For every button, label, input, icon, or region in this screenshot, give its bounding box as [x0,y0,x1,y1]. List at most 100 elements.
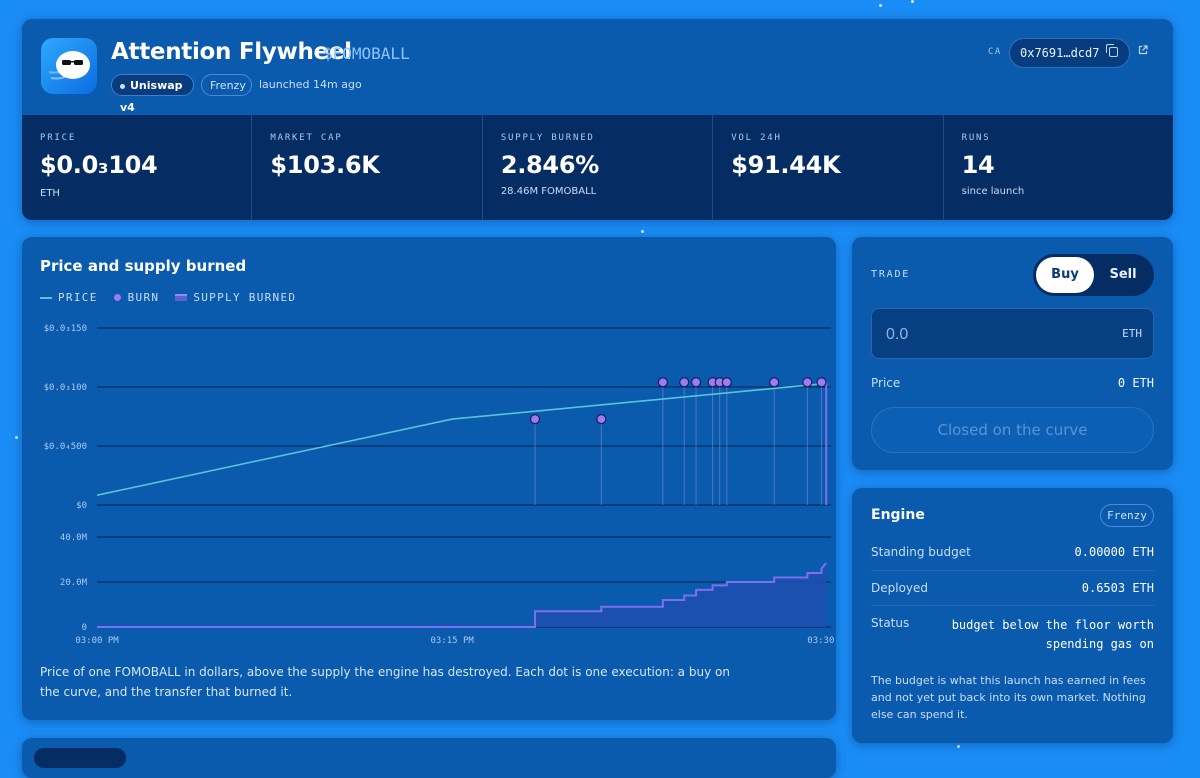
engine-row-value: 0.6503 ETH [1081,581,1154,595]
engine-mode-badge: Frenzy [1100,504,1154,527]
amount-field: ETH [871,308,1154,360]
sell-tab[interactable]: Sell [1109,267,1137,282]
engine-row-label: Standing budget [871,545,971,559]
divider [871,605,1154,606]
stat-label: SUPPLY BURNED [500,133,595,143]
trade-panel: TRADE Buy Sell ETH Price 0 ETH Closed on… [852,237,1173,470]
legend-burn: BURN [113,291,160,304]
y-tick-label: $0 [76,501,87,511]
copy-icon [1106,44,1118,57]
stat-value: $0.0₃104 [40,151,158,179]
stat-sub: ETH [40,188,60,199]
contract-address-label: CA [988,47,1002,57]
legend-price: PRICE [40,291,98,304]
legend-dot-icon [113,294,121,301]
engine-panel: Engine Frenzy Standing budget 0.00000 ET… [852,488,1173,743]
y-tick-label: 0 [82,623,87,633]
background-sparkle [641,230,644,233]
stat-sub: 28.46M FOMOBALL [500,186,597,197]
y-tick-label: 20.0M [60,578,88,588]
status-dot-icon [120,83,125,89]
engine-row-value: budget below the floor worth spending ga… [951,618,1154,651]
engine-note: The budget is what this launch has earne… [871,674,1146,721]
background-sparkle [911,0,914,3]
launched-time: launched 14m ago [259,78,362,91]
supply-burned-line [97,562,828,628]
divider [871,570,1154,571]
burn-dot [690,377,702,388]
amount-input[interactable] [872,309,1108,360]
stat-value: $103.6K [270,151,380,179]
bottom-panel [22,738,836,778]
stats-bar: PRICE $0.0₃104 ETH MARKET CAP $103.6K SU… [22,115,1173,220]
contract-address: 0x7691…dcd7 [1020,46,1100,60]
buy-sell-toggle: Buy Sell [1033,254,1154,296]
stat-label: VOL 24H [731,133,782,143]
stat-price: PRICE $0.0₃104 ETH [22,115,253,220]
bottom-panel-tab[interactable] [34,748,126,768]
background-sparkle [879,4,882,7]
venue-pill-label: Uniswap v4 [120,79,183,114]
burn-dot [721,377,732,388]
chart-caption: Price of one FOMOBALL in dollars, above … [40,665,730,699]
background-sparkle [15,436,18,439]
external-link-icon[interactable] [1138,45,1148,55]
token-ticker: $FOMOBALL [323,44,410,63]
y-tick-label: $0.0₃150 [44,324,87,334]
price-value: 0 ETH [1117,376,1154,390]
chart-title: Price and supply burned [40,257,247,275]
token-title: Attention Flywheel [111,39,352,65]
stat-supply-burned: SUPPLY BURNED 2.846% 28.46M FOMOBALL [483,115,714,220]
burn-dot [529,413,541,425]
buy-tab[interactable]: Buy [1036,257,1094,293]
chart-panel: Price and supply burned PRICE BURN SUPPL… [22,237,836,720]
price-label: Price [871,376,901,390]
burn-dot [769,377,780,388]
legend-bar-icon [175,294,188,301]
engine-row-label: Deployed [871,581,929,595]
trade-label: TRADE [871,269,911,280]
burn-dot [679,377,690,388]
x-tick-label: 03:30 P [807,636,836,646]
venue-pill: Uniswap v4 [111,74,194,114]
burn-dot [596,413,607,425]
background-sparkle [957,745,960,748]
engine-row-value: 0.00000 ETH [1074,545,1154,559]
token-logo [41,38,97,94]
x-tick-label: 03:00 PM [75,636,119,646]
mode-pill: Frenzy [201,74,252,96]
amount-unit: ETH [1122,327,1142,340]
stat-sub: since launch [961,186,1025,197]
stat-value: 2.846% [500,151,599,179]
burn-dot [802,377,813,388]
stat-volume: VOL 24H $91.44K [713,115,944,220]
chart-legend: PRICE BURN SUPPLY BURNED [40,291,296,304]
closed-on-curve-button[interactable]: Closed on the curve [871,407,1154,453]
stat-runs: RUNS 14 since launch [944,115,1173,220]
legend-line-icon [40,296,52,299]
contract-address-copy-button[interactable]: 0x7691…dcd7 [1009,38,1130,68]
stat-value: $91.44K [731,151,841,179]
engine-row-budget: Standing budget 0.00000 ETH [871,545,1154,559]
stat-label: MARKET CAP [270,133,343,143]
stat-value: 14 [961,151,995,179]
stat-label: RUNS [961,133,991,143]
stat-label: PRICE [40,133,77,143]
legend-label: PRICE [58,291,98,304]
supply-burned-area [97,562,827,627]
burn-dot [816,377,827,388]
engine-row-label: Status [871,616,910,630]
y-tick-label: $0.0₃100 [44,383,87,393]
engine-row-deployed: Deployed 0.6503 ETH [871,581,1154,595]
y-tick-label: 40.0M [60,533,88,543]
legend-label: SUPPLY BURNED [193,291,297,304]
x-tick-label: 03:15 PM [430,636,474,646]
burn-dot [657,377,668,388]
token-header: Attention Flywheel $FOMOBALL Uniswap v4 … [22,19,1173,220]
legend-supply: SUPPLY BURNED [175,291,296,304]
engine-row-status: Status budget below the floor worth spen… [871,616,1154,651]
price-burn-chart[interactable]: $0 $0.0₄500 $0.0₃100 $0.0₃150 0 20.0M 40.0M 03:… [22,317,836,651]
engine-title: Engine [871,507,925,523]
token-logo-icon [48,51,90,80]
stat-market-cap: MARKET CAP $103.6K [252,115,483,220]
